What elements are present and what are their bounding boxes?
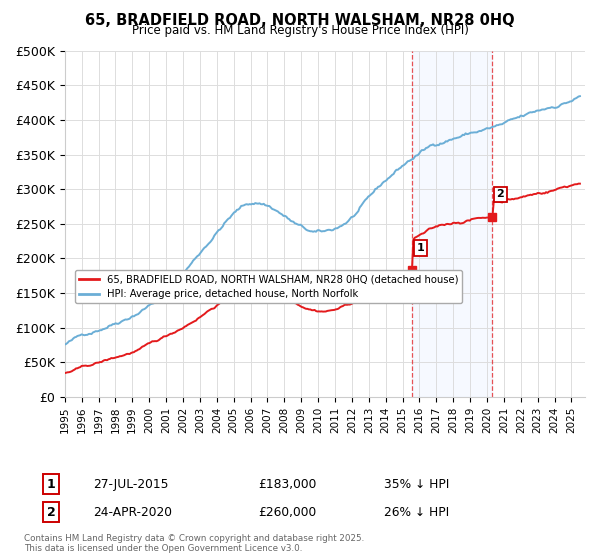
Text: £183,000: £183,000 <box>258 478 316 491</box>
Bar <box>412 51 492 397</box>
Text: 1: 1 <box>416 243 424 253</box>
Text: 65, BRADFIELD ROAD, NORTH WALSHAM, NR28 0HQ: 65, BRADFIELD ROAD, NORTH WALSHAM, NR28 … <box>85 13 515 28</box>
Text: 1: 1 <box>47 478 55 491</box>
Text: 27-JUL-2015: 27-JUL-2015 <box>93 478 169 491</box>
Text: 2: 2 <box>47 506 55 519</box>
Text: 35% ↓ HPI: 35% ↓ HPI <box>384 478 449 491</box>
Text: 2: 2 <box>496 189 504 199</box>
Text: 24-APR-2020: 24-APR-2020 <box>93 506 172 519</box>
Text: £260,000: £260,000 <box>258 506 316 519</box>
Text: 26% ↓ HPI: 26% ↓ HPI <box>384 506 449 519</box>
Text: Price paid vs. HM Land Registry's House Price Index (HPI): Price paid vs. HM Land Registry's House … <box>131 24 469 37</box>
Legend: 65, BRADFIELD ROAD, NORTH WALSHAM, NR28 0HQ (detached house), HPI: Average price: 65, BRADFIELD ROAD, NORTH WALSHAM, NR28 … <box>75 270 463 304</box>
Text: Contains HM Land Registry data © Crown copyright and database right 2025.
This d: Contains HM Land Registry data © Crown c… <box>24 534 364 553</box>
